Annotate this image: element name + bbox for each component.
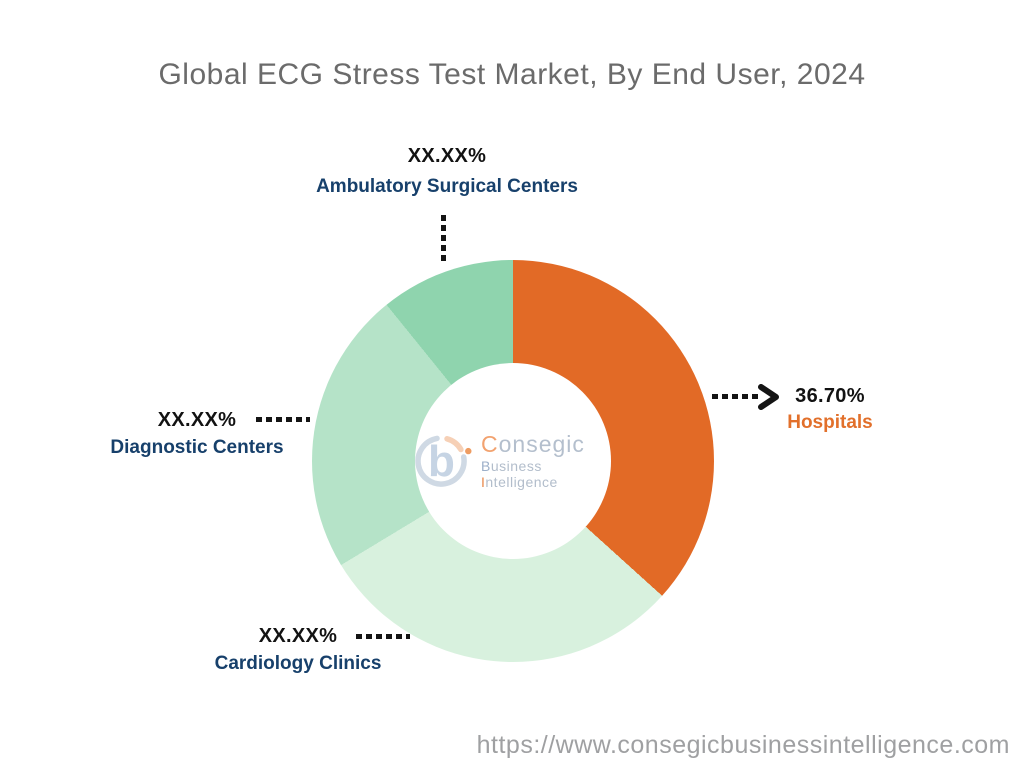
source-url: https://www.consegicbusinessintelligence… [476, 731, 1010, 759]
segment-name-label: Hospitals [787, 412, 873, 433]
consegic-logo: b Consegic Business Intelligence [415, 427, 611, 496]
callout-diagnostic-centers: XX.XX% Diagnostic Centers [97, 408, 297, 459]
segment-name-label: Diagnostic Centers [110, 437, 284, 458]
logo-subtitle: Business Intelligence [481, 458, 558, 490]
logo-b-mark-icon: b [415, 427, 473, 496]
logo-wordmark: Consegic Business Intelligence [481, 430, 611, 490]
segment-name-label: Ambulatory Surgical Centers [316, 176, 578, 197]
dotted-connector [256, 417, 310, 422]
segment-pct-label: XX.XX% [258, 625, 338, 647]
dotted-connector [441, 215, 446, 265]
arrow-right-icon [757, 384, 781, 410]
callout-cardiology-clinics: XX.XX% Cardiology Clinics [198, 624, 398, 675]
chart-title: Global ECG Stress Test Market, By End Us… [158, 58, 866, 91]
dotted-connector [712, 394, 758, 399]
segment-pct-label: 36.70% [795, 385, 865, 407]
callout-ambulatory-surgical-centers: XX.XX% Ambulatory Surgical Centers [267, 144, 627, 198]
dotted-connector [356, 634, 410, 639]
donut-hole: b Consegic Business Intelligence [415, 363, 611, 559]
logo-name: Consegic [481, 430, 585, 457]
svg-text:b: b [428, 437, 455, 486]
segment-name-label: Cardiology Clinics [214, 653, 382, 674]
segment-pct-label: XX.XX% [407, 145, 487, 167]
segment-pct-label: XX.XX% [157, 409, 237, 431]
donut-chart: b Consegic Business Intelligence [312, 260, 714, 662]
callout-hospitals: 36.70% Hospitals [780, 384, 880, 434]
